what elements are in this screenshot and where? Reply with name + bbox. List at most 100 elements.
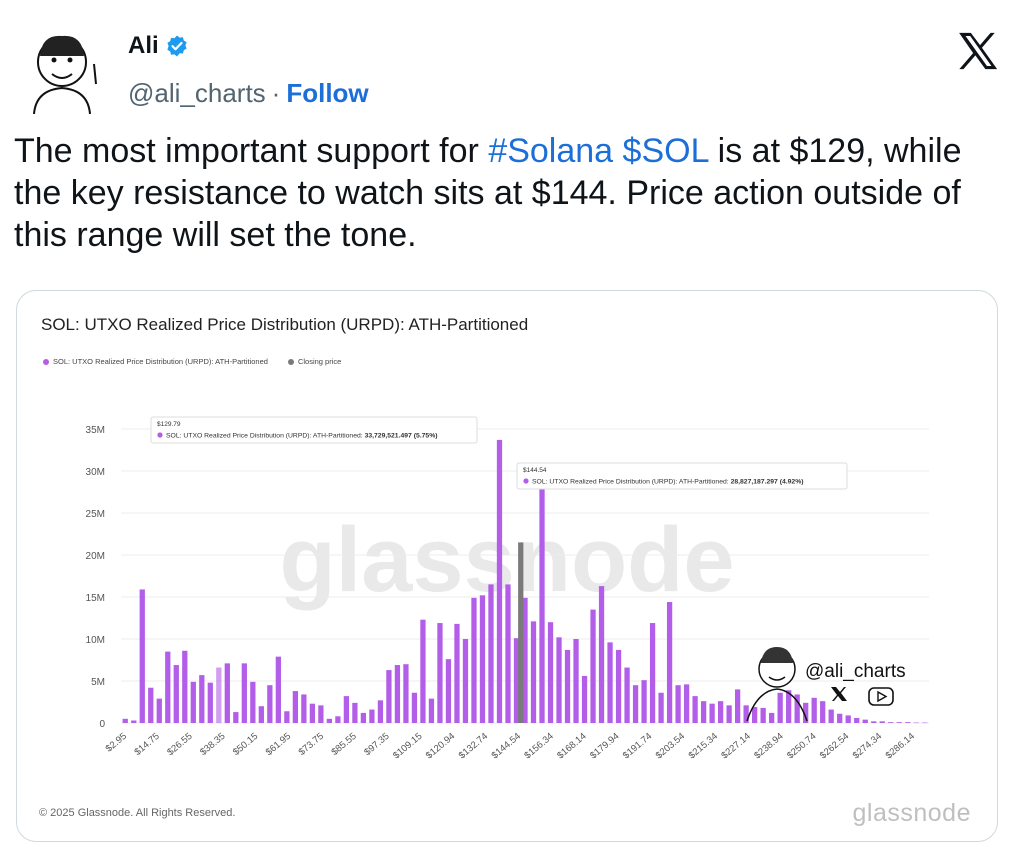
tweet-text: The most important support for #Solana $… [14, 130, 1004, 256]
x-tick-label: $26.55 [165, 731, 194, 758]
bar [445, 659, 452, 723]
bar [165, 651, 171, 723]
bar [505, 584, 511, 723]
y-tick-label: 20M [86, 551, 105, 562]
x-tick-label: $203.54 [654, 731, 687, 762]
tooltip-price: $144.54 [523, 467, 547, 474]
bar [734, 689, 741, 723]
x-logo-icon[interactable] [958, 32, 1000, 70]
play-icon [868, 687, 894, 706]
x-tick-label: $14.75 [132, 731, 161, 758]
y-tick-label: 5M [91, 677, 105, 688]
bar [598, 586, 605, 723]
bar [131, 720, 137, 723]
bar [888, 722, 894, 723]
bar [760, 707, 766, 723]
tooltip-value: 33,729,521.497 (5.75%) [365, 433, 438, 440]
bar [462, 639, 469, 723]
author-handle[interactable]: @ali_charts [128, 78, 266, 108]
verified-badge-icon [167, 35, 187, 57]
bar [190, 681, 196, 723]
bar [658, 692, 664, 723]
avatar[interactable] [14, 18, 110, 114]
bar [216, 667, 222, 723]
bar [360, 712, 367, 723]
bar [845, 715, 851, 723]
bar [700, 701, 707, 723]
bar [258, 706, 264, 723]
x-tick-label: $179.94 [588, 731, 621, 762]
bar [454, 623, 460, 723]
closing-price-bar [518, 542, 524, 723]
bar [224, 663, 230, 723]
bar [182, 650, 188, 723]
bar [148, 687, 154, 723]
tweet-text-part2: is at $129, while the key resistance to … [14, 132, 962, 254]
tooltip-swatch [523, 478, 529, 484]
x-tick-label: $109.15 [391, 731, 424, 762]
tooltips: $129.79 SOL: UTXO Realized Price Distribu… [150, 416, 848, 490]
y-tick-label: 15M [86, 593, 105, 604]
x-small-icon [831, 687, 847, 701]
bar [803, 702, 809, 723]
x-tick-label: $61.95 [264, 731, 293, 758]
bar [624, 667, 630, 723]
bar [641, 680, 647, 723]
x-tick-label: $2.95 [104, 731, 129, 755]
bar [820, 701, 826, 723]
legend-item-urpd: SOL: UTXO Realized Price Distribution (U… [43, 357, 268, 366]
x-tick-label: $191.74 [621, 731, 654, 762]
tooltip-box [150, 416, 478, 444]
x-tick-label: $262.54 [818, 731, 851, 762]
bar [666, 602, 673, 723]
x-axis: $2.95 $14.75 $26.55 $38.35 $50.15 $61.95 $73.7… [104, 731, 917, 762]
bar [267, 685, 273, 723]
bar [233, 712, 239, 723]
bar [471, 597, 477, 723]
bar [777, 692, 783, 723]
bar [326, 718, 333, 723]
bar [386, 670, 392, 723]
bar [615, 649, 622, 723]
x-tick-label: $286.14 [884, 731, 917, 762]
bar [752, 707, 758, 723]
hashtag-link[interactable]: #Solana $SOL [488, 132, 709, 170]
author-name[interactable]: Ali [128, 32, 159, 59]
x-tick-label: $120.94 [424, 731, 457, 762]
tooltip-swatch [157, 432, 163, 438]
bar [352, 702, 358, 723]
follow-button[interactable]: Follow [286, 78, 369, 108]
bar [769, 712, 775, 723]
bar [411, 692, 418, 723]
y-tick-label: 35M [86, 425, 105, 436]
bar [581, 675, 588, 723]
separator-dot: · [271, 78, 281, 108]
bar [292, 691, 298, 723]
bar [811, 697, 817, 723]
y-axis: 0 5M 10M 15M 20M 25M 30M 35M [86, 425, 106, 730]
x-tick-label: $38.35 [198, 731, 227, 758]
bar [488, 584, 494, 723]
bar [564, 649, 571, 723]
bar [241, 663, 247, 723]
x-tick-label: $97.35 [362, 731, 391, 758]
x-tick-label: $168.14 [555, 731, 588, 762]
x-tick-label: $50.15 [231, 731, 260, 758]
x-tick-label: $274.34 [851, 731, 884, 762]
bar [513, 638, 520, 723]
tweet-header: Ali @ali_charts · Follow [14, 14, 1010, 114]
bar [675, 685, 681, 723]
bar [207, 682, 213, 723]
ali-charts-overlay: @ali_charts [746, 647, 906, 722]
y-tick-label: 30M [86, 467, 105, 478]
bars [122, 439, 928, 724]
bar [403, 664, 409, 723]
chart-image-card[interactable]: SOL: UTXO Realized Price Distribution (U… [16, 290, 998, 842]
tooltip: $129.79 SOL: UTXO Realized Price Distribu… [150, 416, 478, 444]
bar [896, 722, 902, 723]
bar [335, 716, 341, 723]
bar [122, 718, 128, 723]
bar [692, 696, 698, 723]
bar [199, 675, 205, 723]
